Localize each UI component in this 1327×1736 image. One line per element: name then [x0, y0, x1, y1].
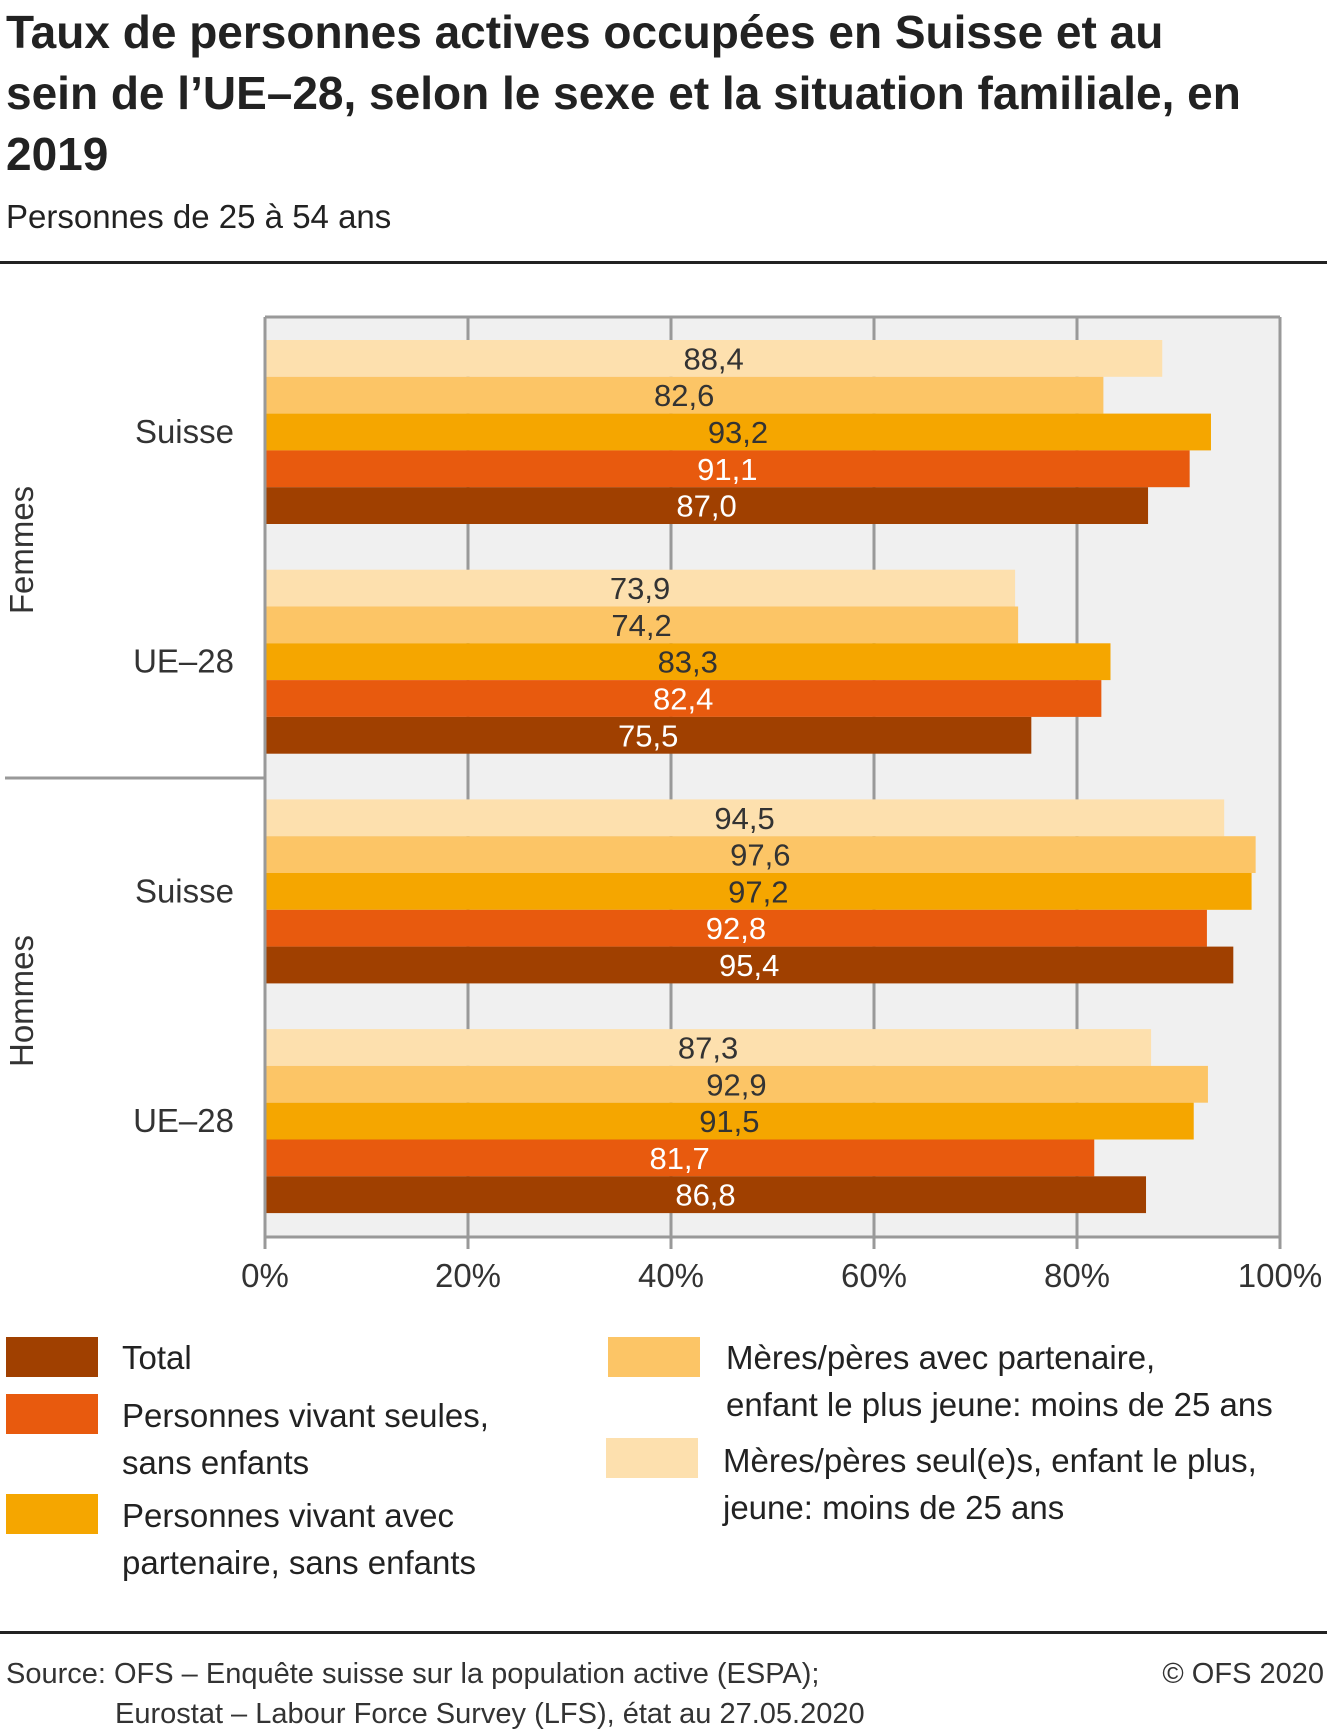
bar — [265, 413, 1211, 451]
legend-swatch — [6, 1337, 98, 1377]
x-tick-label: 80% — [1044, 1257, 1110, 1294]
source-line-2: Eurostat – Labour Force Survey (LFS), ét… — [115, 1698, 865, 1730]
data-label: 75,5 — [618, 718, 678, 753]
legend-label: Mères/pères seul(e)s, enfant le plus, jeu… — [723, 1442, 1257, 1526]
data-label: 73,9 — [610, 571, 670, 606]
x-tick-label: 40% — [638, 1257, 704, 1294]
category-label: Suisse — [135, 413, 234, 450]
bar — [265, 340, 1163, 377]
data-label: 97,6 — [730, 838, 790, 873]
data-label: 83,3 — [658, 645, 718, 680]
data-label: 82,4 — [653, 682, 713, 717]
data-label: 91,5 — [699, 1104, 759, 1139]
bar — [265, 606, 1019, 644]
bar — [265, 1102, 1194, 1140]
data-label: 82,6 — [654, 378, 714, 413]
legend-label: Personnes vivant avec partenaire, sans en… — [122, 1497, 477, 1581]
data-label: 94,5 — [714, 801, 774, 836]
bar — [265, 376, 1104, 414]
category-label: Suisse — [135, 872, 234, 909]
group-label: Femmes — [3, 486, 40, 614]
bottom-rule — [0, 1631, 1327, 1634]
bar — [265, 873, 1252, 910]
bar — [265, 946, 1234, 984]
bar — [265, 680, 1102, 717]
bar — [265, 1029, 1152, 1066]
chart-subtitle: Personnes de 25 à 54 ans — [6, 198, 392, 235]
copyright: © OFS 2020 — [1162, 1658, 1324, 1690]
data-label: 74,2 — [611, 608, 671, 643]
bar-chart: 0% 20% 40% 60% 80% 100% Suisse 88,482,693,291,1… — [3, 315, 1322, 1294]
bar — [265, 643, 1111, 681]
x-tick-label: 100% — [1238, 1257, 1322, 1294]
data-label: 97,2 — [728, 874, 788, 909]
data-label: 81,7 — [649, 1141, 709, 1176]
bar — [265, 1065, 1208, 1103]
data-label: 92,9 — [706, 1067, 766, 1102]
bar — [265, 1176, 1147, 1214]
group-label: Hommes — [3, 935, 40, 1067]
x-tick-label: 20% — [435, 1257, 501, 1294]
bar — [265, 716, 1032, 754]
data-label: 87,0 — [676, 489, 736, 524]
data-label: 87,3 — [678, 1031, 738, 1066]
bar — [265, 909, 1207, 947]
category-label: UE–28 — [133, 1102, 234, 1139]
top-rule — [0, 261, 1327, 264]
legend-label: Mères/pères avec partenaire, enfant le pl… — [726, 1339, 1273, 1423]
legend-swatch — [608, 1337, 700, 1377]
bar — [265, 799, 1225, 837]
legend-label: Personnes vivant seules, sans enfants — [122, 1397, 489, 1481]
bar — [265, 569, 1016, 607]
bar — [265, 836, 1256, 873]
data-label: 92,8 — [706, 911, 766, 946]
bar — [265, 450, 1190, 488]
data-label: 95,4 — [719, 948, 779, 983]
category-label: UE–28 — [133, 643, 234, 680]
bar — [265, 487, 1149, 524]
data-label: 88,4 — [683, 341, 743, 376]
x-tick-label: 60% — [841, 1257, 907, 1294]
legend-swatch — [606, 1438, 698, 1478]
legend-label: Total — [122, 1339, 192, 1376]
legend-swatch — [6, 1494, 98, 1534]
bar — [265, 1139, 1095, 1177]
x-tick-label: 0% — [241, 1257, 289, 1294]
data-label: 91,1 — [697, 452, 757, 487]
chart-title: Taux de personnes actives occupées en Su… — [6, 6, 1241, 180]
legend-swatch — [6, 1394, 98, 1434]
source-line-1: Source: OFS – Enquête suisse sur la popu… — [6, 1658, 820, 1690]
data-label: 93,2 — [708, 415, 768, 450]
data-label: 86,8 — [675, 1178, 735, 1213]
